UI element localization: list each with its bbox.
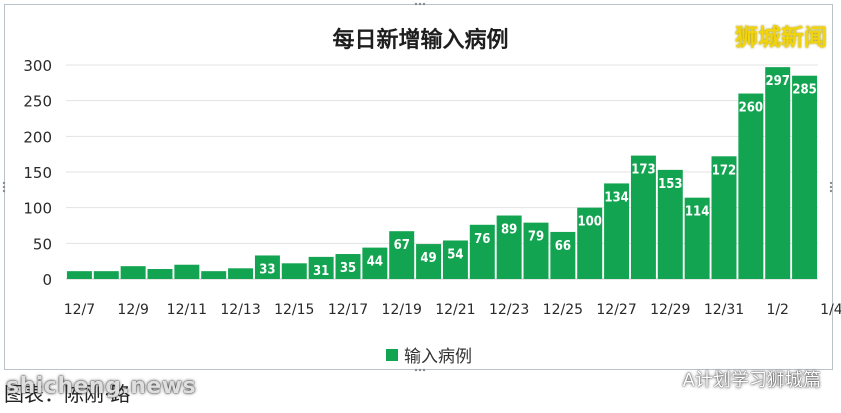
bar xyxy=(496,215,522,279)
legend-swatch xyxy=(386,348,398,361)
chart-legend: 输入病例 xyxy=(386,342,472,367)
data-label: 67 xyxy=(394,238,410,253)
resize-handle-bottom[interactable] xyxy=(414,368,426,372)
bar xyxy=(66,271,92,279)
x-tick-label: 12/7 xyxy=(64,302,95,318)
resize-handle-right[interactable] xyxy=(829,181,833,193)
bar xyxy=(228,268,254,279)
x-tick-label: 12/25 xyxy=(543,302,583,318)
x-tick-label: 12/27 xyxy=(596,302,636,318)
chart-title: 每日新增输入病例 xyxy=(332,28,509,53)
bar xyxy=(630,155,656,279)
x-tick-label: 12/31 xyxy=(704,302,744,318)
bar xyxy=(120,266,146,279)
brand-logo-text: 狮城新闻 xyxy=(735,25,827,51)
x-tick-label: 12/19 xyxy=(382,302,422,318)
y-tick-label: 100 xyxy=(23,200,52,218)
bar xyxy=(147,269,173,279)
y-tick-label: 50 xyxy=(33,235,52,253)
bar xyxy=(362,247,388,279)
bar xyxy=(254,255,280,279)
x-tick-label: 1/4 xyxy=(820,302,841,318)
data-label: 76 xyxy=(474,232,490,247)
data-label: 33 xyxy=(259,262,275,277)
bar xyxy=(550,231,576,279)
bar xyxy=(308,256,334,279)
y-tick-label: 0 xyxy=(42,271,52,289)
bar xyxy=(469,224,495,279)
y-tick-label: 300 xyxy=(23,57,52,75)
source-attribution: A计划学习狮城篇 xyxy=(653,366,821,392)
x-tick-label: 12/9 xyxy=(117,302,148,318)
y-tick-label: 250 xyxy=(23,93,52,111)
bar xyxy=(711,156,737,279)
resize-handle-top[interactable] xyxy=(414,2,426,6)
data-label: 134 xyxy=(604,190,628,205)
figure-caption: 图表：陈刚·路 xyxy=(4,382,131,406)
data-label: 260 xyxy=(739,101,763,116)
x-tick-label: 1/2 xyxy=(766,302,789,318)
y-tick-label: 200 xyxy=(23,128,52,146)
data-label: 79 xyxy=(528,230,544,245)
x-tick-label: 12/11 xyxy=(167,302,207,318)
bar xyxy=(577,207,603,279)
bar xyxy=(389,231,415,279)
bar xyxy=(523,222,549,279)
x-tick-label: 12/23 xyxy=(489,302,529,318)
resize-handle-left[interactable] xyxy=(2,181,6,193)
bar xyxy=(281,263,307,279)
data-label: 297 xyxy=(766,74,790,89)
data-label: 44 xyxy=(367,255,383,270)
source-label: A计划学习狮城篇 xyxy=(682,370,821,391)
bar xyxy=(335,254,361,279)
data-label: 31 xyxy=(313,264,329,279)
wechat-icon xyxy=(653,370,677,387)
data-label: 54 xyxy=(447,247,463,262)
x-tick-label: 12/29 xyxy=(650,302,690,318)
data-label: 114 xyxy=(685,205,709,220)
x-tick-label: 12/13 xyxy=(220,302,260,318)
bar xyxy=(684,197,710,279)
data-label: 153 xyxy=(658,177,682,192)
bar xyxy=(416,244,442,279)
x-tick-label: 12/17 xyxy=(328,302,368,318)
bar xyxy=(442,240,468,279)
bar xyxy=(604,183,630,279)
bar xyxy=(174,264,200,279)
bar xyxy=(93,271,119,279)
bar xyxy=(738,93,764,280)
y-tick-label: 150 xyxy=(23,164,52,182)
bar xyxy=(765,67,791,279)
bar xyxy=(792,75,818,279)
data-label: 100 xyxy=(578,215,602,230)
x-tick-label: 12/21 xyxy=(435,302,475,318)
data-label: 66 xyxy=(555,239,571,254)
data-label: 49 xyxy=(420,251,436,266)
data-label: 285 xyxy=(792,83,816,98)
data-label: 35 xyxy=(340,261,356,276)
watermark-text: shicheng.news xyxy=(6,374,197,399)
data-label: 173 xyxy=(631,163,655,178)
bar xyxy=(201,271,227,279)
data-label: 89 xyxy=(501,223,517,238)
bar xyxy=(657,169,683,279)
x-tick-label: 12/15 xyxy=(274,302,314,318)
data-label: 172 xyxy=(712,163,736,178)
legend-label: 输入病例 xyxy=(404,347,472,367)
